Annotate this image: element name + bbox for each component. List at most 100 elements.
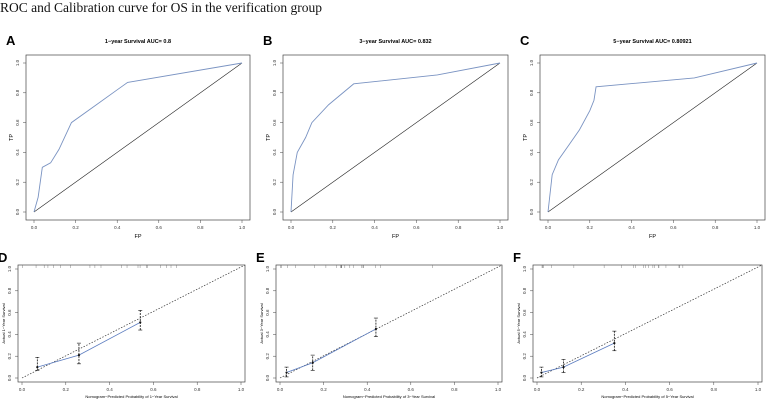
y-axis-label: TP: [523, 134, 529, 141]
panel-letter: C: [520, 33, 530, 48]
x-tick-label: 0.6: [150, 387, 157, 392]
y-tick-label: 0.0: [272, 208, 277, 215]
x-tick-label: 1.0: [495, 387, 502, 392]
y-tick-label: 0.4: [529, 149, 534, 156]
panel-letter: B: [263, 33, 272, 48]
y-tick-label: 0.6: [265, 309, 270, 316]
x-tick-label: 1.0: [239, 225, 246, 230]
y-tick-label: 0.6: [529, 119, 534, 126]
x-tick-label: 0.8: [712, 225, 719, 230]
data-point: [540, 371, 542, 373]
data-point: [562, 366, 564, 368]
data-point: [613, 342, 615, 344]
x-tick-label: 0.2: [330, 225, 337, 230]
x-tick-label: 0.4: [364, 387, 371, 392]
x-tick-label: 0.2: [578, 387, 585, 392]
y-tick-label: 0.0: [522, 374, 527, 381]
x-tick-label: 0.4: [371, 225, 378, 230]
x-tick-label: 0.6: [670, 225, 677, 230]
x-tick-label: 0.0: [288, 225, 295, 230]
x-tick-label: 1.0: [238, 387, 245, 392]
y-tick-label: 0.8: [522, 287, 527, 294]
y-tick-label: 0.4: [272, 149, 277, 156]
y-tick-label: 0.6: [522, 309, 527, 316]
x-tick-label: 0.6: [666, 387, 673, 392]
y-tick-label: 0.0: [7, 374, 12, 381]
x-tick-label: 0.6: [413, 225, 420, 230]
x-axis-label: Nomogram−Predicted Probability of 1−Year…: [85, 394, 177, 399]
y-tick-label: 1.0: [529, 59, 534, 66]
x-tick-label: 1.0: [497, 225, 504, 230]
x-tick-label: 1.0: [754, 225, 761, 230]
panel-B: B 3−year Survival AUC= 0.832 0.0 0.0 0.2 0.2 0…: [263, 33, 508, 240]
panel-letter: D: [0, 250, 7, 265]
diagonal-reference-line: [34, 63, 242, 212]
y-tick-label: 0.0: [265, 374, 270, 381]
figure: A 1−year Survival AUC= 0.80.00.00.20.20.4…: [0, 0, 767, 402]
calibration-curve: [37, 322, 140, 367]
y-axis-label: Actual 5−Year Survival: [516, 303, 521, 343]
panel-letter: F: [513, 250, 521, 265]
panel-title: 1−year Survival AUC= 0.8: [105, 39, 171, 45]
data-point: [78, 354, 80, 356]
y-tick-label: 0.2: [529, 179, 534, 186]
y-tick-label: 1.0: [15, 59, 20, 66]
y-tick-label: 0.4: [522, 331, 527, 338]
ideal-line: [22, 265, 245, 378]
x-tick-label: 0.0: [545, 225, 552, 230]
y-tick-label: 1.0: [272, 59, 277, 66]
y-axis-label: Actual 3−Year Survival: [259, 303, 264, 343]
data-point: [36, 366, 38, 368]
y-axis-label: TP: [266, 134, 272, 141]
x-tick-label: 0.8: [194, 387, 201, 392]
x-tick-label: 1.0: [755, 387, 762, 392]
x-tick-label: 0.0: [19, 387, 26, 392]
x-tick-label: 0.0: [277, 387, 284, 392]
panel-F: F0.00.00.20.20.40.40.60.60.80.81.01.0Nom…: [513, 250, 762, 399]
y-tick-label: 1.0: [522, 265, 527, 272]
data-point: [375, 328, 377, 330]
data-point: [285, 371, 287, 373]
ideal-line: [280, 265, 502, 378]
x-tick-label: 0.8: [197, 225, 204, 230]
data-point: [312, 362, 314, 364]
x-tick-label: 0.2: [587, 225, 594, 230]
y-tick-label: 0.8: [272, 89, 277, 96]
data-point: [139, 321, 141, 323]
x-tick-label: 0.0: [534, 387, 541, 392]
x-axis-label: Nomogram−Predicted Probability of 3−Year…: [343, 394, 435, 399]
y-tick-label: 0.8: [15, 89, 20, 96]
panel-title: 5−year Survival AUC= 0.80921: [613, 39, 691, 45]
y-axis-label: TP: [9, 134, 15, 141]
x-tick-label: 0.2: [63, 387, 70, 392]
panel-title: 3−year Survival AUC= 0.832: [359, 39, 431, 45]
x-tick-label: 0.2: [72, 225, 79, 230]
y-tick-label: 1.0: [265, 265, 270, 272]
diagonal-reference-line: [291, 63, 500, 212]
y-tick-label: 0.8: [7, 287, 12, 294]
x-tick-label: 0.2: [320, 387, 327, 392]
ideal-line: [537, 265, 762, 378]
y-tick-label: 0.4: [7, 331, 12, 338]
panel-A: A 1−year Survival AUC= 0.8 0.0 0.0 0.2 0.2 0.4…: [6, 33, 250, 240]
panel-E: E 0.0 0.0 0.2 0.2 0.4 0.4 0.6 0.6 0.8 0.8 1.0 1.0 Nom…: [256, 250, 502, 399]
y-tick-label: 0.6: [7, 309, 12, 316]
x-tick-label: 0.6: [156, 225, 163, 230]
panel-letter: E: [256, 250, 265, 265]
plot-frame: [18, 265, 245, 382]
x-tick-label: 0.8: [451, 387, 458, 392]
y-tick-label: 0.2: [272, 179, 277, 186]
y-tick-label: 0.8: [529, 89, 534, 96]
x-tick-label: 0.4: [106, 387, 113, 392]
x-axis-label: Nomogram−Predicted Probability of 5−Year…: [601, 394, 693, 399]
y-tick-label: 0.6: [272, 119, 277, 126]
y-tick-label: 0.0: [529, 208, 534, 215]
x-axis-label: FP: [134, 234, 141, 240]
panel-C: C 5−year Survival AUC= 0.80921 0.0 0.0 0.2 0.…: [520, 33, 765, 240]
x-tick-label: 0.0: [31, 225, 38, 230]
y-tick-label: 0.6: [15, 119, 20, 126]
x-axis-label: FP: [392, 234, 399, 240]
y-tick-label: 0.2: [522, 353, 527, 360]
x-tick-label: 0.4: [114, 225, 121, 230]
y-tick-label: 0.2: [265, 353, 270, 360]
